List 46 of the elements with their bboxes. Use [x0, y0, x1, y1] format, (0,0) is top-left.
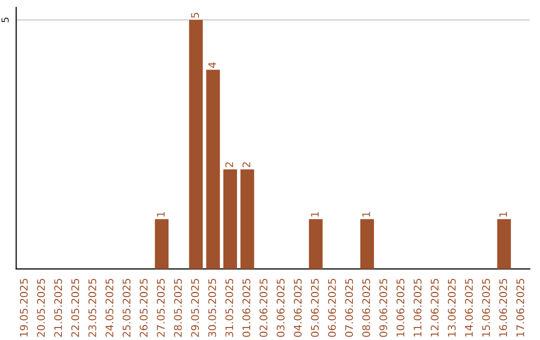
- bar: [189, 20, 203, 269]
- x-tick-label: 09.06.2025: [379, 278, 388, 337]
- x-tick-label: 04.06.2025: [294, 278, 302, 337]
- x-tick-label: 15.06.2025: [482, 278, 490, 336]
- x-tick-label: 27.05.2025: [156, 278, 165, 337]
- x-tick-label: 10.06.2025: [396, 278, 404, 336]
- x-tick-label: 08.06.2025: [362, 278, 370, 337]
- x-tick-label: 14.06.2025: [464, 278, 473, 336]
- bar: [497, 219, 511, 269]
- data-label: 2: [242, 162, 250, 168]
- x-tick-label: 12.06.2025: [430, 278, 439, 336]
- x-tick-label: 06.06.2025: [328, 278, 336, 337]
- data-label: 1: [311, 212, 319, 217]
- x-tick-label: 26.05.2025: [140, 278, 148, 337]
- data-label: 4: [208, 62, 216, 68]
- x-tick-label: 03.06.2025: [276, 278, 285, 337]
- x-tick-label: 22.05.2025: [71, 278, 80, 337]
- x-tick-label: 20.05.2025: [37, 278, 45, 337]
- x-tick-label: 17.06.2025: [516, 278, 524, 336]
- x-tick-label: 07.06.2025: [345, 278, 354, 337]
- x-tick-label: 05.06.2025: [310, 278, 319, 337]
- bar: [360, 219, 374, 269]
- x-tick-label: 19.05.2025: [20, 278, 28, 336]
- x-tick-label: 30.05.2025: [208, 278, 216, 337]
- data-label: 1: [362, 212, 370, 217]
- x-tick-label: 11.06.2025: [414, 278, 422, 336]
- data-label: 1: [156, 212, 165, 217]
- bar: [240, 169, 254, 269]
- bar: [206, 70, 220, 269]
- x-tick-label: 21.05.2025: [54, 278, 62, 337]
- data-label: 5: [191, 12, 199, 18]
- bar: [154, 219, 169, 269]
- x-tick-label: 25.05.2025: [122, 278, 130, 337]
- bar: [223, 169, 238, 269]
- data-label: 1: [499, 212, 507, 217]
- data-label: 2: [225, 162, 234, 168]
- x-tick-label: 24.05.2025: [105, 278, 114, 337]
- x-tick-label: 29.05.2025: [191, 278, 199, 337]
- x-tick-label: 16.06.2025: [499, 278, 508, 336]
- x-tick-label: 31.05.2025: [225, 278, 234, 337]
- bar: [308, 219, 323, 269]
- x-tick-label: 23.05.2025: [88, 278, 96, 337]
- x-tick-label: 28.05.2025: [174, 278, 182, 337]
- x-tick-label: 13.06.2025: [448, 278, 456, 336]
- x-tick-label: 01.06.2025: [242, 278, 250, 337]
- x-tick-label: 02.06.2025: [260, 278, 268, 337]
